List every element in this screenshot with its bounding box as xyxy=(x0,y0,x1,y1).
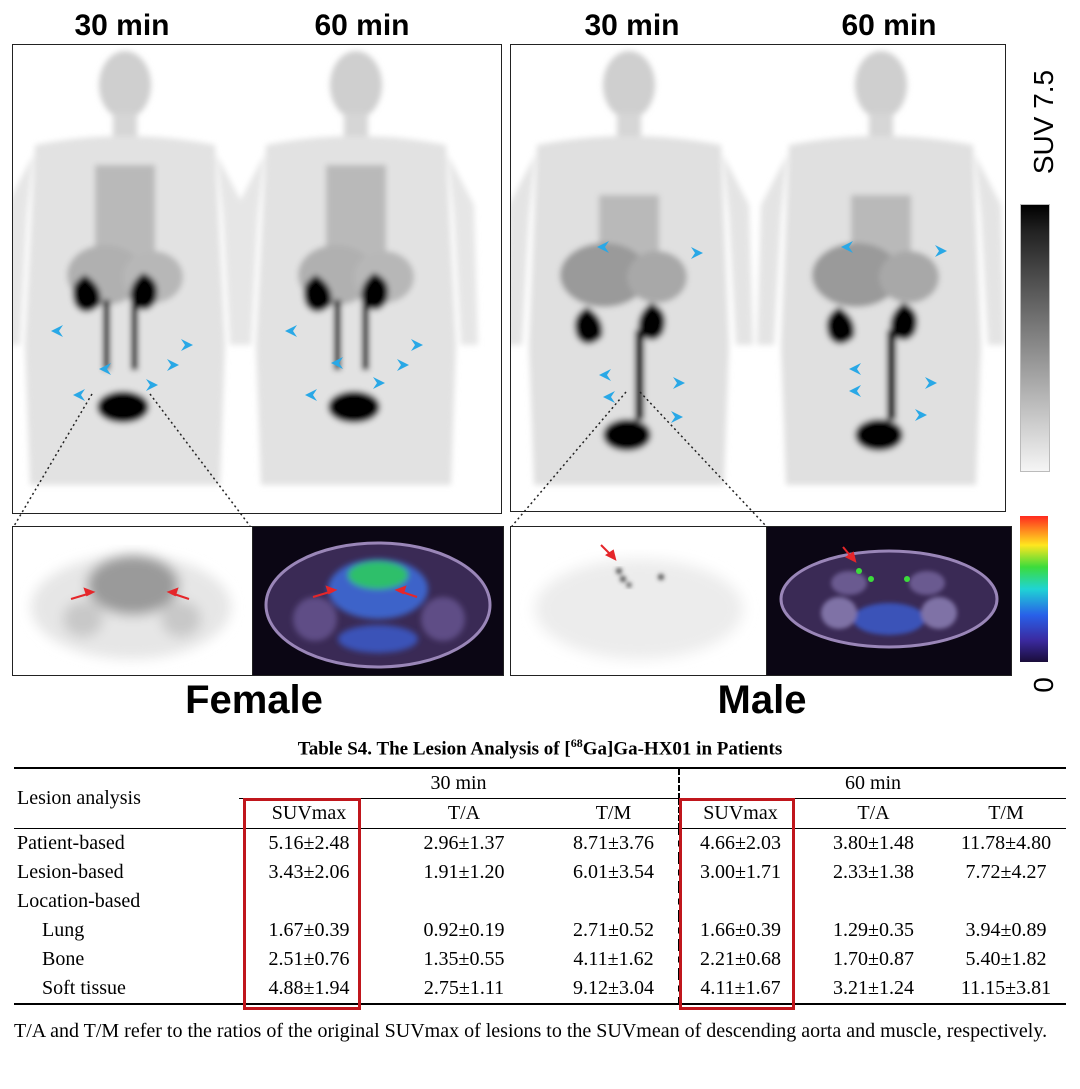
table-cell: 7.72±4.27 xyxy=(965,861,1047,883)
table-cell: 3.94±0.89 xyxy=(965,919,1047,941)
table-cell: 2.33±1.38 xyxy=(833,861,914,883)
table-row: Location-based xyxy=(14,887,1066,916)
table-cell: 2.75±1.11 xyxy=(379,974,549,1005)
row-label: Bone xyxy=(42,948,85,970)
row-label: Lesion-based xyxy=(17,861,124,883)
female-petct-inset xyxy=(252,526,504,676)
table-cell: 2.21±0.68 xyxy=(700,948,781,970)
male-60min-label: 60 min xyxy=(841,9,937,42)
male-30min-label: 30 min xyxy=(584,9,680,42)
table-cell: 1.67±0.39 xyxy=(268,919,350,941)
table-cell: 11.15±3.81 xyxy=(946,974,1066,1005)
row-label: Lung xyxy=(42,919,85,941)
table-cell: 1.29±0.35 xyxy=(833,919,914,941)
female-pet-inset xyxy=(12,526,254,676)
female-60min-label: 60 min xyxy=(314,9,410,42)
rainbow-colorbar xyxy=(1020,516,1048,662)
female-30min-label: 30 min xyxy=(74,9,170,42)
male-pet-mip-image xyxy=(505,51,1005,485)
female-pet-mip-image xyxy=(3,51,478,485)
table-cell: 4.66±2.03 xyxy=(700,832,781,854)
table-cell: 2.96±1.37 xyxy=(423,832,505,854)
table-cell: 8.71±3.76 xyxy=(549,828,680,858)
grayscale-colorbar xyxy=(1020,204,1050,472)
male-zoom-lines xyxy=(511,391,767,527)
suvmax-60min-highlight xyxy=(679,798,795,1010)
table-cell: 1.70±0.87 xyxy=(833,948,914,970)
table-cell xyxy=(379,887,549,916)
table-cell: 1.91±1.20 xyxy=(423,861,505,883)
table-cell: 0.92±0.19 xyxy=(423,919,505,941)
table-cell: 5.40±1.82 xyxy=(965,948,1047,970)
table-caption: Table S4. The Lesion Analysis of [68Ga]G… xyxy=(297,736,783,760)
male-pet-inset xyxy=(510,526,768,676)
table-cell: 3.80±1.48 xyxy=(833,832,914,854)
col-header: SUVmax xyxy=(239,798,379,829)
table-cell: 5.16±2.48 xyxy=(268,832,350,854)
col-header: SUVmax xyxy=(679,798,801,829)
female-pet-transaxial-image xyxy=(31,555,231,659)
table-row: Lesion-based 3.43±2.06 1.91±1.20 6.01±3.… xyxy=(14,858,1066,887)
table-cell: 4.11±1.62 xyxy=(549,945,680,974)
table-cell xyxy=(801,887,946,916)
suv-max-label: SUV 7.5 xyxy=(1028,69,1059,175)
col-header: T/A xyxy=(379,798,549,829)
col-header: T/M xyxy=(946,798,1066,829)
table-cell: 2.71±0.52 xyxy=(549,916,680,945)
suv-min-label: 0 xyxy=(1028,677,1059,693)
female-petct-fusion-image xyxy=(264,541,492,669)
row-label: Soft tissue xyxy=(14,974,239,1005)
suvmax-30min-highlight xyxy=(243,798,361,1010)
table-cell: 9.12±3.04 xyxy=(549,974,680,1005)
table-row: Lung 1.67±0.39 0.92±0.19 2.71±0.52 1.66±… xyxy=(14,916,1066,945)
table-cell: 2.51±0.76 xyxy=(268,948,350,970)
table-cell: 6.01±3.54 xyxy=(549,858,680,887)
male-petct-inset xyxy=(766,526,1012,676)
group-30min: 30 min xyxy=(239,767,680,799)
table-cell: 1.66±0.39 xyxy=(700,919,781,941)
table-cell: 4.88±1.94 xyxy=(239,974,379,1005)
table-cell: 3.00±1.71 xyxy=(700,861,781,883)
table-group-header-row: Lesion analysis 30 min 60 min xyxy=(14,767,1066,829)
male-mip-panel xyxy=(505,44,1006,512)
row-label: Location-based xyxy=(17,890,141,912)
group-60min: 60 min xyxy=(679,767,1066,799)
female-mip-panel xyxy=(3,44,502,514)
row-header-label: Lesion analysis xyxy=(14,767,239,829)
table-row: Bone 2.51±0.76 1.35±0.55 4.11±1.62 2.21±… xyxy=(14,945,1066,974)
table-row: Soft tissue 4.88±1.94 2.75±1.11 9.12±3.0… xyxy=(14,974,1066,1005)
male-pet-transaxial-image xyxy=(535,544,743,659)
col-header: T/M xyxy=(549,798,680,829)
table-cell: 1.35±0.55 xyxy=(423,948,505,970)
table-row: Patient-based 5.16±2.48 2.96±1.37 8.71±3… xyxy=(14,828,1066,858)
table-cell xyxy=(549,887,680,916)
col-header: T/A xyxy=(801,798,946,829)
male-petct-fusion-image xyxy=(779,546,999,649)
table-footnote: T/A and T/M refer to the ratios of the o… xyxy=(14,1020,1048,1042)
female-label: Female xyxy=(185,678,323,722)
table-cell: 4.11±1.67 xyxy=(679,974,801,1005)
table-cell: 3.43±2.06 xyxy=(268,861,350,883)
row-label: Patient-based xyxy=(17,832,125,854)
table-cell: 3.21±1.24 xyxy=(801,974,946,1005)
table-column-header-row: SUVmax T/A T/M SUVmax T/A T/M xyxy=(14,798,1066,829)
table-cell xyxy=(946,887,1066,916)
female-zoom-lines xyxy=(13,393,251,527)
table-cell: 11.78±4.80 xyxy=(960,832,1052,854)
lesion-analysis-table: Lesion analysis 30 min 60 min SUVmax T/A… xyxy=(14,767,1066,1005)
male-label: Male xyxy=(717,678,807,722)
